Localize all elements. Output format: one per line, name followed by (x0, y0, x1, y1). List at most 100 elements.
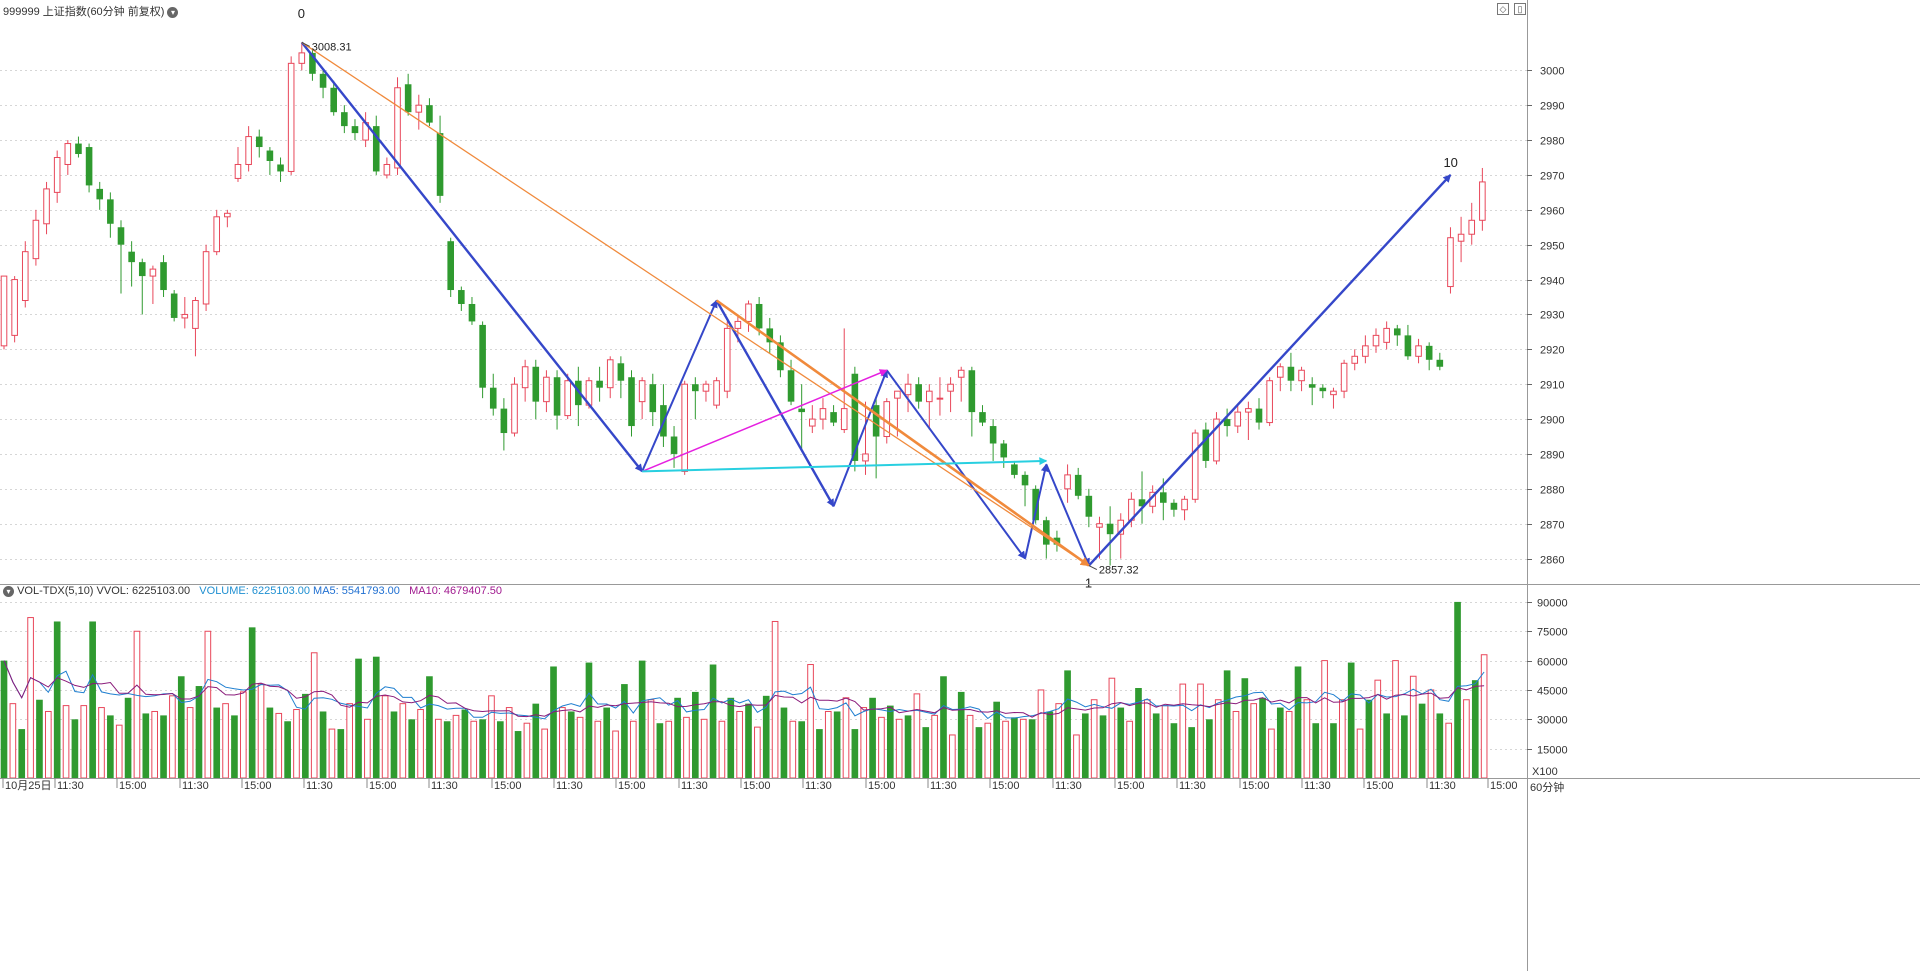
candle-body (489, 387, 497, 409)
candle-body (192, 300, 199, 329)
candle-body (1234, 411, 1242, 427)
price-tick-label: 2940 (1540, 276, 1564, 288)
candle-body (638, 380, 646, 403)
volume-bar (1161, 705, 1169, 779)
wave-label-mid: 1 (1085, 576, 1092, 591)
time-tick-label: 11:30 (1304, 780, 1331, 792)
volume-bar (665, 720, 673, 779)
volume-bar (824, 710, 832, 779)
volume-bar (1126, 720, 1133, 779)
panel-toggle-icon[interactable]: ▯ (1514, 3, 1526, 15)
volume-bar (1019, 718, 1027, 779)
volume-bar (727, 697, 735, 778)
candle-body (245, 136, 252, 165)
volume-bar (1330, 723, 1337, 778)
candle-body (21, 251, 29, 301)
volume-bar (1276, 707, 1284, 778)
candle-body (11, 279, 18, 336)
candle-body (64, 143, 72, 165)
high-marker (301, 41, 311, 47)
candle-body (1383, 327, 1390, 343)
volume-bar (541, 728, 548, 779)
volume-bar (842, 697, 850, 779)
volume-bar (107, 715, 114, 778)
vvol-value: VVOL: 6225103.00 (96, 585, 191, 597)
candle-body (692, 384, 699, 392)
candle-body (915, 384, 922, 402)
candle-body (202, 251, 210, 305)
candle-body (1255, 408, 1263, 423)
volume-bar (780, 707, 788, 778)
time-tick-label: 15:00 (618, 780, 646, 792)
volume-bar (949, 734, 956, 779)
candle-body (840, 408, 848, 431)
volume-bar (1090, 699, 1098, 779)
candle-body (1393, 328, 1401, 336)
candle-body (575, 380, 582, 406)
candle-body (255, 136, 263, 148)
candle-body (702, 383, 710, 392)
volume-bar (718, 720, 726, 779)
candle-body (1362, 345, 1369, 357)
volume-bar (443, 721, 451, 778)
volume-bar (1046, 711, 1054, 778)
volume-bar (1250, 703, 1258, 779)
volume-bar (559, 707, 566, 779)
price-tick-label: 2910 (1540, 380, 1564, 392)
volume-bar (0, 660, 8, 778)
price-tick-label: 3000 (1540, 66, 1564, 78)
volume-bar (177, 676, 185, 778)
ma10-line (3, 660, 1485, 718)
candle-body (96, 188, 104, 200)
candle-body (1436, 359, 1444, 367)
candle-body (723, 327, 731, 392)
chevron-down-icon[interactable]: ▾ (167, 6, 179, 18)
candle-body (1043, 520, 1050, 545)
candle-body (713, 380, 720, 406)
volume-bar (310, 652, 318, 779)
candle-body (447, 241, 454, 291)
wave-arrow-magenta (641, 369, 888, 473)
candle-body (1106, 523, 1114, 535)
volume-bar (151, 710, 158, 779)
time-tick-label: 15:00 (244, 780, 272, 792)
volume-bar (1436, 713, 1444, 778)
candle-body (128, 251, 135, 263)
volume-bar (1259, 697, 1266, 778)
candle-body (149, 268, 157, 277)
volume-bar (213, 707, 221, 778)
price-tick-label: 2930 (1540, 310, 1564, 322)
volume-bar (452, 714, 460, 779)
volume-bar (984, 722, 992, 779)
diamond-icon[interactable]: ◇ (1497, 3, 1509, 15)
volume-bar (691, 691, 699, 778)
candle-body (1266, 380, 1273, 424)
time-tick-label: 11:30 (930, 780, 957, 792)
volume-bar (355, 658, 362, 778)
volume-bar (922, 727, 930, 778)
volume-bar (1268, 728, 1275, 779)
volume-bar (1445, 722, 1453, 779)
volume-bar (222, 703, 229, 779)
candle-body (1372, 334, 1380, 347)
volume-bar (434, 718, 442, 779)
candle-body (1308, 384, 1316, 388)
candle-body (755, 303, 763, 329)
candle-body (957, 369, 965, 378)
volume-bar (674, 697, 681, 778)
candle-body (1330, 390, 1337, 396)
volume-bar (1312, 723, 1320, 778)
candle-body (479, 324, 486, 388)
candle-body (1425, 345, 1433, 360)
volume-bar (470, 720, 478, 779)
candle-body (1276, 366, 1284, 378)
candle-body (1138, 499, 1146, 507)
candle-body (819, 408, 827, 420)
volume-bar (1365, 699, 1373, 778)
chevron-down-icon[interactable]: ▾ (3, 585, 14, 597)
volume-bar (833, 711, 841, 778)
volume-bar (1002, 720, 1009, 779)
volume-bar (638, 660, 646, 778)
candle-body (734, 320, 742, 329)
price-tick-label: 2990 (1540, 101, 1564, 113)
